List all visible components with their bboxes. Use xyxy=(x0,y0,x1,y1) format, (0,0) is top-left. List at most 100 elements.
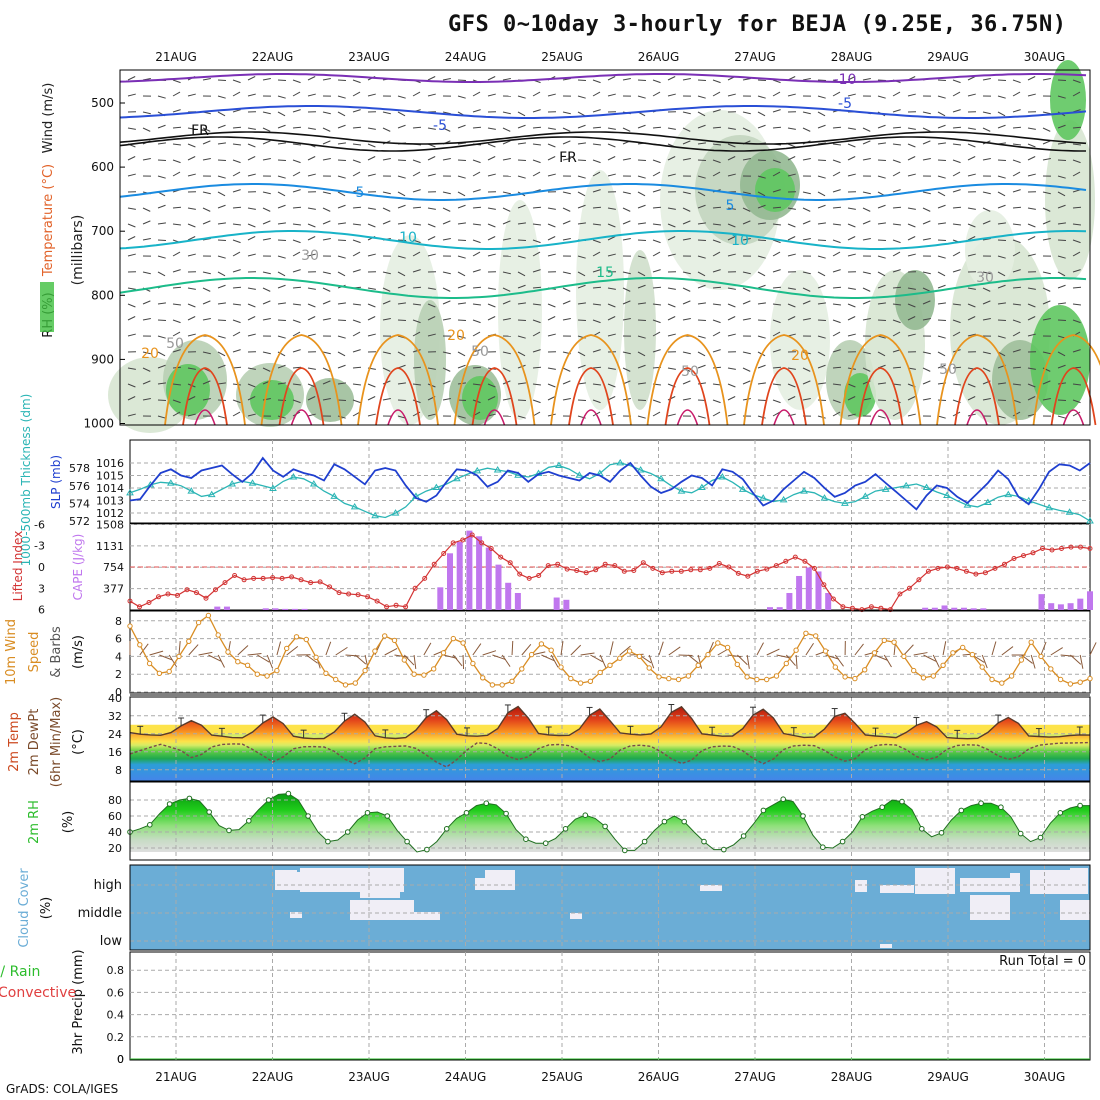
wind-barb xyxy=(232,303,242,306)
wind-barb xyxy=(862,207,871,212)
wind-barb xyxy=(277,159,287,162)
wind-barb xyxy=(1057,142,1066,145)
wind-barb xyxy=(570,644,582,656)
wind-barb xyxy=(517,95,526,99)
wind-speed-point xyxy=(362,667,368,674)
contour-30 xyxy=(676,409,699,426)
pressure-tick-label: 1000 xyxy=(83,417,114,431)
wind-barb xyxy=(736,654,748,666)
wind-barb xyxy=(292,223,302,226)
wind-barb xyxy=(712,303,722,306)
wind-barb xyxy=(382,300,391,305)
wind-barb xyxy=(682,397,691,401)
wind-barb xyxy=(937,335,946,339)
wind-barb xyxy=(472,223,482,226)
wind-speed-point xyxy=(1067,681,1074,687)
wind-barb xyxy=(517,255,526,259)
lifted-index-point xyxy=(916,577,922,583)
wind-barb xyxy=(832,411,841,417)
rh-point xyxy=(661,818,668,825)
cape-bar xyxy=(282,608,289,610)
wind-barb xyxy=(787,287,796,290)
wind-speed-point xyxy=(411,671,417,677)
wind-barb xyxy=(277,204,286,209)
wind-barb xyxy=(292,159,301,164)
wind-barb xyxy=(592,171,601,177)
wind-barb xyxy=(172,286,182,289)
rh-point xyxy=(305,813,311,819)
wind-barb xyxy=(697,95,706,99)
wind-barb xyxy=(532,159,541,164)
wind-barb xyxy=(502,140,511,145)
wind-barb xyxy=(397,271,406,277)
wind-barb xyxy=(854,643,864,656)
rh-point xyxy=(958,807,965,814)
wind-barb xyxy=(547,303,556,308)
wind-barb xyxy=(937,222,946,225)
wind-barb xyxy=(442,157,451,161)
credit-text: GrADS: COLA/IGES xyxy=(6,1082,119,1096)
cape-bar xyxy=(495,564,502,610)
wind-barb xyxy=(832,383,842,386)
wind-barb xyxy=(607,236,616,241)
wind-speed-point xyxy=(176,653,182,660)
wind-barb xyxy=(1012,383,1022,386)
rh-point xyxy=(344,829,351,835)
wind-barb xyxy=(472,206,482,209)
panel-frame xyxy=(129,610,1091,694)
wind-barb xyxy=(157,271,166,277)
lifted-index-point xyxy=(621,568,627,574)
wind-barb xyxy=(622,351,631,355)
wind-barb xyxy=(877,204,886,209)
wind-barb xyxy=(982,271,991,275)
wind-barb xyxy=(1027,156,1036,161)
wind-barb xyxy=(367,143,376,148)
wind-barb xyxy=(922,317,931,321)
cape-bar xyxy=(456,541,463,610)
contour-20 xyxy=(164,334,246,426)
wind-barb xyxy=(187,127,196,130)
wind-barb xyxy=(787,143,796,148)
lifted-index-point xyxy=(488,546,494,551)
wind-barb xyxy=(127,223,136,228)
wind-speed-point xyxy=(989,676,995,683)
wind-barb xyxy=(652,159,661,164)
wind-barb xyxy=(157,415,166,419)
wind-barb xyxy=(397,382,406,385)
wind-barb xyxy=(834,654,844,667)
contour-25 xyxy=(857,367,904,426)
wind-barb xyxy=(172,206,182,209)
wind-barb xyxy=(877,239,887,242)
contour-minus10 xyxy=(119,73,1087,83)
wind-barb xyxy=(202,287,211,292)
wind-speed-point xyxy=(842,674,848,680)
wind-barb xyxy=(862,140,871,145)
wind-barb xyxy=(412,366,422,369)
wind-barb xyxy=(367,207,376,210)
wind-barb xyxy=(277,302,286,305)
wind-barb xyxy=(580,652,595,656)
lifted-index-point xyxy=(469,532,475,538)
cape-bar xyxy=(960,607,967,610)
wind-barb xyxy=(472,319,481,324)
lifted-index-point xyxy=(802,558,808,564)
wind-barb xyxy=(352,303,362,306)
wind-barb xyxy=(1072,411,1081,417)
wind-barb xyxy=(487,253,496,257)
wind-speed-point xyxy=(342,682,349,688)
wind-barb xyxy=(772,239,781,244)
wind-speed-point xyxy=(450,635,456,642)
wind-barb xyxy=(511,640,514,656)
wind-barb xyxy=(592,79,601,84)
millibars-axis-label: (millibars) xyxy=(70,215,86,286)
wind-barb xyxy=(967,173,976,177)
wind-barb xyxy=(892,239,901,244)
wind-barb xyxy=(502,220,511,225)
temp-axis-label: (°C) xyxy=(71,729,86,755)
wind-barb xyxy=(277,364,286,369)
wind-barb xyxy=(367,253,376,257)
rh-point xyxy=(879,804,886,811)
thickness-point xyxy=(207,490,216,498)
top-date-label: 27AUG xyxy=(734,50,776,64)
